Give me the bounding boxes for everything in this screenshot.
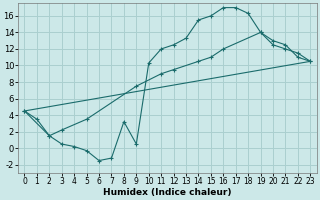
X-axis label: Humidex (Indice chaleur): Humidex (Indice chaleur): [103, 188, 232, 197]
